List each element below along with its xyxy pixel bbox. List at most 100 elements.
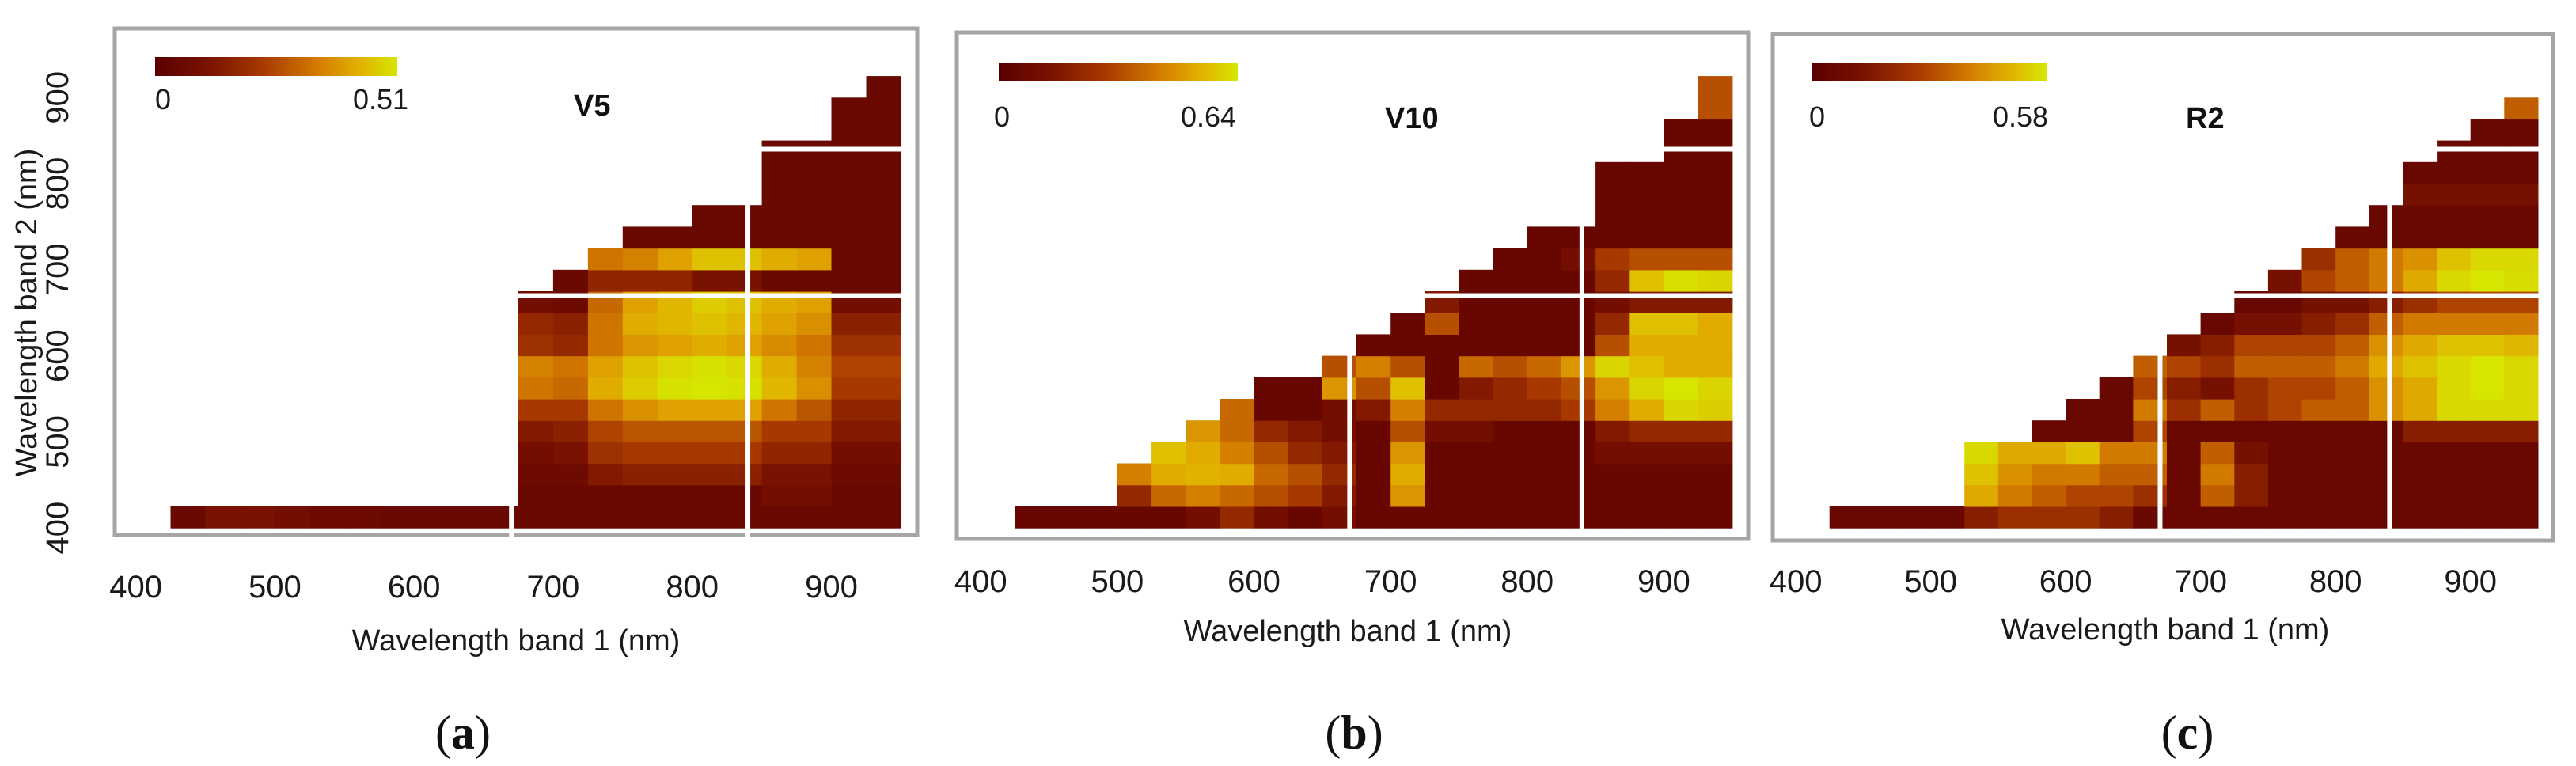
heatmap-cell [1664,205,1699,227]
heatmap-cell [761,399,798,421]
heatmap-cell [275,506,310,529]
heatmap-cell [761,355,798,378]
heatmap-cell [2470,248,2505,271]
heatmap-cell [1390,484,1425,507]
heatmap-cell [1629,269,1665,292]
heatmap-cell [1527,313,1562,335]
color-scale: 0 0.64 [994,63,1238,133]
heatmap-cell [1896,506,1932,529]
heatmap-cell [622,463,658,486]
heatmap-cell [831,399,867,421]
heatmap-cell [1390,442,1425,465]
heatmap-cell [1117,463,1152,486]
heatmap-cell [1561,377,1596,400]
heatmap-cell [2504,463,2539,486]
heatmap-cell [657,399,693,421]
heatmap-cell [1629,334,1665,357]
heatmap-cell [2403,463,2438,486]
x-tick-label: 500 [248,570,302,605]
heatmap-cell [1629,161,1665,184]
heatmap-cell [2470,269,2505,292]
x-tick-label: 800 [666,570,719,605]
color-scale-max: 0.51 [353,83,408,116]
heatmap-cell [2032,442,2066,465]
heatmap-cell [518,442,554,465]
x-tick-label: 400 [1770,564,1823,599]
y-axis-ticks: 400 500 600 700 800 900 [40,71,75,555]
heatmap-cell [1595,355,1630,378]
heatmap-cell [1015,506,1050,529]
heatmap-cell [1664,442,1699,465]
color-scale-min: 0 [155,83,171,116]
heatmap-cell [552,399,589,421]
heatmap-cell [2437,377,2472,400]
heatmap-cell [2234,334,2269,357]
x-axis-ticks: 400 500 600 700 800 900 [109,570,858,605]
heatmap-cell [657,355,693,378]
heatmap-cell [1459,399,1494,421]
heatmap-cell [518,334,554,357]
heatmap-cell [587,313,624,335]
heatmap-cell [1698,205,1733,227]
heatmap-cell [2470,399,2505,421]
heatmap-cell [1288,506,1323,529]
heatmap-cell [796,226,833,249]
heatmap-cell [2267,377,2303,400]
heatmap-cell [796,355,833,378]
x-tick-label: 400 [109,570,162,605]
heatmap-cell [2504,161,2539,184]
heatmap-cell [2267,484,2303,507]
heatmap-cell [622,313,658,335]
heatmap-cell [761,377,798,400]
heatmap-cell [2032,463,2066,486]
heatmap-cell [1527,399,1562,421]
heatmap-cell [2504,226,2539,249]
x-axis-title: Wavelength band 1 (nm) [2001,613,2330,647]
heatmap-cell [1595,226,1630,249]
heatmap-cell [1425,420,1460,442]
heatmap-cell [831,420,867,442]
heatmap-cell [1425,442,1460,465]
heatmap-cell [1964,442,1999,465]
heatmap-cell [2267,269,2303,292]
heatmap-cell [2470,420,2505,442]
heatmap-cell [2437,226,2472,249]
heatmap-cell [1459,463,1494,486]
heatmap-cell [1527,377,1562,400]
y-axis-title: Wavelength band 2 (nm) [10,149,44,477]
x-tick-label: 900 [1637,564,1690,599]
heatmap-cell [761,269,798,292]
heatmap-cell [727,313,763,335]
x-axis-title: Wavelength band 1 (nm) [1184,615,1512,648]
heatmap-cell [587,248,624,271]
heatmap-cell [2437,334,2472,357]
heatmap-cell [727,484,763,507]
heatmap-cell [831,355,867,378]
x-tick-label: 900 [805,570,858,605]
heatmap-cell [866,442,901,465]
x-tick-label: 900 [2444,564,2497,599]
heatmap-cell [2335,269,2370,292]
heatmap-cell [1698,355,1733,378]
heatmap-cell [1629,248,1665,271]
heatmap-cell [2504,399,2539,421]
heatmap-cell [2335,226,2370,249]
heatmap-cell [2066,420,2100,442]
heatmap-cell [1459,355,1494,378]
heatmap-cell [379,506,415,529]
heatmap-cell [1561,313,1596,335]
color-scale-bar [999,63,1238,81]
heatmap-cell [866,420,901,442]
heatmap-cell [1390,399,1425,421]
heatmap-cell [831,377,867,400]
heatmap-cell [2369,484,2403,507]
heatmap-cell [2032,484,2066,507]
heatmap-cell [552,269,589,292]
heatmap-cell [1083,506,1118,529]
heatmap-cell [692,334,728,357]
x-tick-label: 600 [388,570,441,605]
heatmap-cell [2301,269,2336,292]
panel-b: 0 0.64 V10 400 500 600 700 800 900 Wavelength… [954,30,1751,759]
heatmap-cell [1356,377,1391,400]
heatmap-cell [692,420,728,442]
